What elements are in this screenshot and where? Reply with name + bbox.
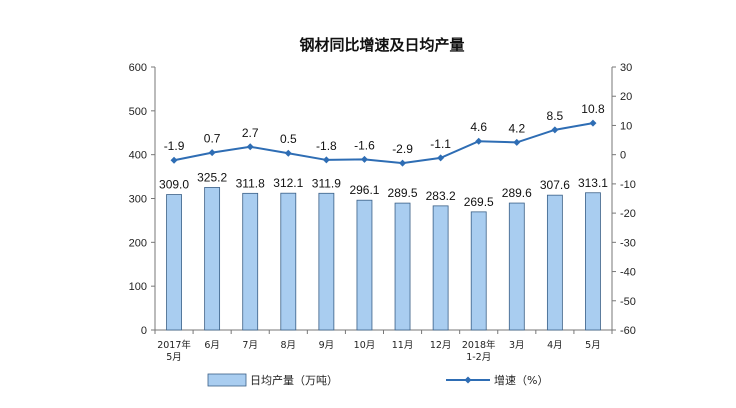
bar-value-label: 289.6 (502, 186, 532, 200)
bar (470, 211, 487, 331)
right-tick-label: 30 (620, 62, 632, 74)
bar (318, 192, 335, 331)
x-tick-label: 5月 (585, 340, 601, 351)
bar (585, 192, 601, 331)
line-labels: -1.9 0.7 2.7 0.5 -1.8 -1.6 -2.9 -1.1 4.6 4.2 8.5 10… (164, 102, 605, 156)
x-tick-label: 1-2月 (466, 352, 491, 363)
x-tick-label: 2018年 (462, 339, 496, 351)
line-point (399, 159, 407, 167)
x-tick-label: 11月 (392, 340, 414, 351)
line-point (208, 149, 216, 157)
line-point (551, 126, 559, 134)
bar (204, 187, 221, 331)
legend: 日均产量（万吨） 增速（%） (207, 373, 548, 387)
line-value-label: 2.7 (242, 126, 259, 140)
bar (356, 199, 373, 331)
line-point (475, 137, 483, 145)
line-value-label: 4.6 (470, 120, 487, 134)
bar-value-label: 311.9 (312, 176, 341, 190)
chart-title: 钢材同比增速及日均产量 (299, 36, 464, 54)
bar-value-label: 269.5 (464, 195, 494, 209)
legend-bar-swatch (207, 373, 247, 387)
line-point (170, 156, 178, 164)
right-tick-label: -50 (620, 296, 636, 308)
bar (242, 192, 259, 331)
x-tick-label: 10月 (354, 340, 376, 351)
bar-value-label: 307.6 (540, 178, 570, 192)
right-tick-label: 0 (620, 150, 626, 162)
bar (508, 202, 525, 331)
bar (546, 194, 563, 331)
bar-value-label: 311.8 (236, 176, 265, 190)
line-point (360, 155, 368, 163)
x-tick-label: 3月 (509, 340, 525, 351)
left-tick-label: 300 (129, 194, 147, 206)
bar-value-label: 289.5 (388, 186, 418, 200)
left-tick-label: 600 (129, 62, 147, 74)
line-value-label: -1.9 (164, 139, 185, 153)
right-tick-label: -10 (620, 179, 636, 191)
line-value-label: 8.5 (547, 109, 564, 123)
line-value-label: -1.6 (354, 138, 375, 152)
bar (432, 205, 449, 331)
line-value-label: 10.8 (581, 102, 605, 116)
x-tick-label: 8月 (281, 340, 297, 351)
bar (280, 192, 297, 331)
line-point (246, 143, 254, 151)
bar-labels: 309.0 325.2 311.8 312.1 311.9 296.1 289.5 283.2… (159, 170, 608, 208)
line-point (284, 149, 292, 157)
bar (166, 194, 182, 331)
line-value-label: -2.9 (392, 142, 413, 156)
bar-value-label: 283.2 (426, 189, 456, 203)
left-tick-label: 400 (129, 150, 147, 162)
x-tick-label: 6月 (204, 340, 220, 351)
right-tick-label: -60 (620, 325, 636, 337)
line-value-label: 4.2 (508, 121, 525, 135)
bar-value-label: 309.0 (159, 178, 189, 192)
right-tick-label: 20 (620, 91, 632, 103)
x-tick-label: 4月 (547, 340, 563, 351)
bar-series (166, 187, 601, 331)
left-tick-label: 100 (129, 281, 147, 293)
x-tick-label: 2017年 (157, 339, 191, 351)
axes: 0 100 200 300 400 500 600 -60 -50 -40 -30 -20 -10 0 10… (129, 62, 636, 337)
legend-line-marker (464, 376, 472, 384)
line-point (589, 119, 597, 127)
bar (394, 202, 411, 331)
line-value-label: -1.1 (430, 137, 451, 151)
line-series (170, 119, 597, 167)
line-point (437, 154, 445, 162)
right-tick-label: -30 (620, 237, 636, 249)
x-tick-label: 5月 (166, 352, 182, 363)
right-tick-label: -40 (620, 267, 636, 279)
right-tick-label: -20 (620, 208, 636, 220)
bar-value-label: 313.1 (578, 176, 608, 190)
line-value-label: 0.5 (280, 132, 297, 146)
legend-bar-label: 日均产量（万吨） (250, 373, 338, 387)
x-tick-label: 7月 (242, 340, 258, 351)
left-tick-label: 500 (129, 106, 147, 118)
bar-value-label: 312.1 (273, 176, 303, 190)
line-point (513, 138, 521, 146)
bar-value-label: 296.1 (349, 183, 379, 197)
x-tick-label: 9月 (319, 340, 335, 351)
line-path (173, 122, 594, 165)
bar-value-label: 325.2 (197, 170, 227, 184)
x-tick-label: 12月 (430, 340, 452, 351)
line-value-label: 0.7 (204, 132, 221, 146)
legend-line-label: 增速（%） (494, 373, 548, 387)
right-tick-label: 10 (620, 120, 632, 132)
line-value-label: -1.8 (316, 139, 337, 153)
line-point (322, 156, 330, 164)
left-tick-label: 200 (129, 237, 147, 249)
left-tick-label: 0 (141, 325, 147, 337)
